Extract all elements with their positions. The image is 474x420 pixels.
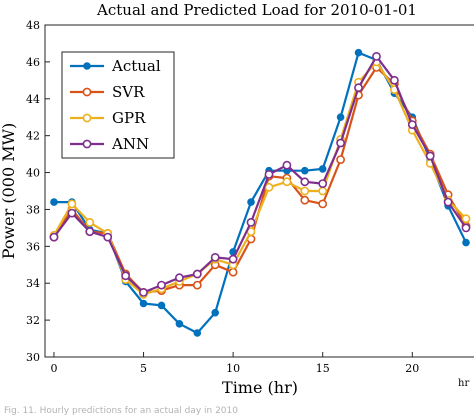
- data-point-ann: [264, 169, 274, 179]
- legend-label-ann: ANN: [111, 135, 149, 153]
- legend-marker-ann: [82, 139, 92, 149]
- legend: Actual SVR GPR ANN: [61, 51, 175, 159]
- y-tick-label: 40: [26, 167, 40, 180]
- data-point-ann: [407, 120, 417, 129]
- y-tick-label: 44: [26, 93, 40, 106]
- data-point-ann: [246, 217, 256, 227]
- data-point-ann: [139, 287, 148, 297]
- x-tick-label: 15: [316, 362, 330, 375]
- data-point-ann: [228, 254, 238, 264]
- data-point-actual: [139, 299, 148, 308]
- x-tick-label: 10: [226, 362, 240, 375]
- data-point-svr: [228, 267, 238, 277]
- data-point-svr: [192, 280, 202, 290]
- series-ann: [49, 52, 471, 297]
- x-unit-label: hr: [458, 378, 469, 389]
- data-point-gpr: [264, 182, 274, 192]
- figure-caption: Fig. 11. Hourly predictions for an actua…: [4, 406, 238, 416]
- data-point-actual: [211, 308, 219, 317]
- data-point-actual: [175, 319, 184, 328]
- data-point-gpr: [67, 199, 77, 209]
- data-point-gpr: [318, 186, 328, 196]
- data-point-actual: [247, 198, 255, 206]
- legend-label-gpr: GPR: [112, 109, 146, 127]
- data-point-ann: [174, 273, 184, 283]
- line-chart: Actual and Predicted Load for 2010-01-01…: [0, 1, 474, 397]
- data-point-actual: [318, 165, 327, 173]
- data-point-ann: [282, 160, 292, 170]
- data-point-ann: [354, 83, 363, 93]
- x-tick-label: 5: [140, 362, 147, 375]
- data-point-ann: [49, 232, 59, 242]
- data-point-ann: [103, 232, 113, 242]
- data-point-actual: [462, 238, 470, 247]
- data-point-ann: [425, 151, 435, 161]
- legend-box: [61, 51, 175, 159]
- data-point-ann: [443, 197, 453, 207]
- data-point-gpr: [461, 214, 471, 224]
- data-point-ann: [210, 252, 220, 262]
- data-point-actual: [336, 113, 345, 121]
- x-axis-label: Time (hr): [222, 378, 298, 397]
- series-line-ann: [53, 55, 467, 294]
- data-point-svr: [336, 155, 345, 164]
- data-point-ann: [121, 271, 130, 281]
- data-point-actual: [157, 301, 166, 310]
- data-point-ann: [300, 177, 310, 187]
- x-tick-label: 20: [405, 362, 419, 375]
- data-point-ann: [461, 223, 471, 233]
- data-point-actual: [300, 166, 309, 175]
- data-point-gpr: [282, 177, 292, 187]
- data-point-gpr: [300, 186, 310, 196]
- data-point-ann: [318, 179, 328, 188]
- data-point-ann: [372, 52, 381, 61]
- legend-label-svr: SVR: [112, 83, 145, 101]
- y-tick-label: 42: [26, 130, 40, 143]
- data-point-ann: [157, 280, 166, 290]
- chart-title: Actual and Predicted Load for 2010-01-01: [96, 1, 417, 19]
- axes-ticks: 30 32 34 36 38 40 42 44 46 48 0 5 10 15 20: [26, 19, 419, 375]
- data-point-ann: [336, 138, 345, 148]
- y-tick-label: 38: [26, 203, 40, 216]
- y-tick-label: 46: [26, 56, 40, 69]
- data-point-actual: [354, 48, 363, 57]
- y-tick-label: 36: [26, 240, 40, 253]
- data-point-actual: [50, 198, 58, 206]
- x-tick-label: 0: [50, 362, 57, 375]
- y-tick-label: 34: [26, 277, 40, 290]
- data-point-svr: [318, 199, 328, 209]
- series-layer: [49, 48, 471, 337]
- legend-marker-gpr: [82, 113, 92, 123]
- data-point-ann: [67, 208, 77, 218]
- data-point-ann: [389, 75, 399, 85]
- legend-marker-actual: [83, 62, 91, 70]
- y-tick-label: 30: [26, 351, 40, 364]
- legend-label-actual: Actual: [111, 57, 161, 75]
- data-point-svr: [300, 195, 310, 205]
- data-point-ann: [85, 227, 95, 236]
- data-point-actual: [193, 329, 202, 337]
- y-tick-label: 48: [26, 19, 40, 32]
- y-tick-label: 32: [26, 314, 40, 327]
- data-point-gpr: [85, 217, 95, 227]
- data-point-ann: [192, 269, 202, 279]
- y-axis-label: Power (000 MW): [0, 123, 18, 260]
- legend-marker-svr: [82, 87, 92, 97]
